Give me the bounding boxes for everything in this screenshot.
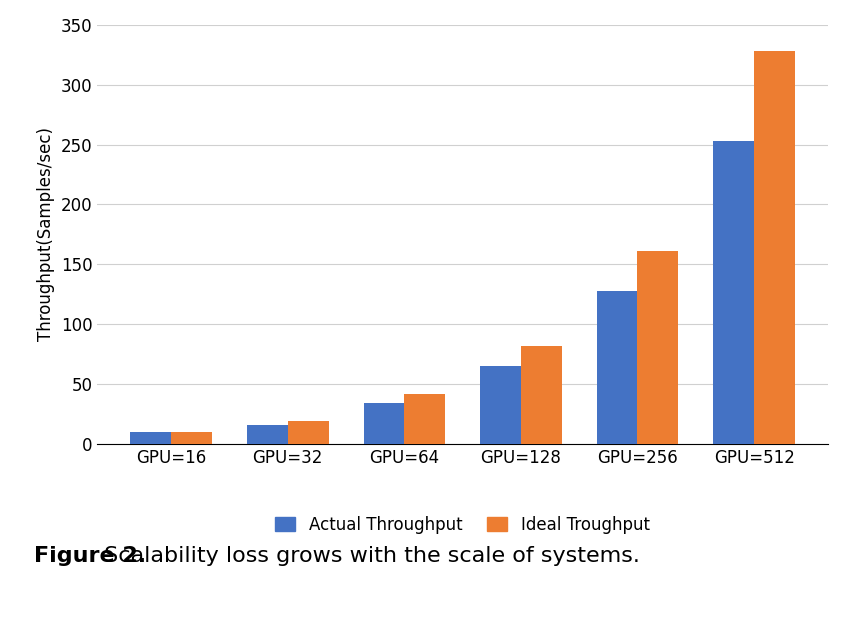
Legend: Actual Throughput, Ideal Troughput: Actual Throughput, Ideal Troughput [268,509,656,540]
Text: Scalability loss grows with the scale of systems.: Scalability loss grows with the scale of… [97,546,639,566]
Bar [404,394,445,444]
Bar [246,425,288,444]
Bar [288,421,328,444]
Bar [479,366,520,444]
Bar [753,51,794,444]
Bar [712,141,753,444]
Bar [596,291,636,444]
Bar [520,346,561,444]
Bar [636,251,678,444]
Y-axis label: Throughput(Samples/sec): Throughput(Samples/sec) [37,128,55,341]
Bar [171,433,212,444]
Text: Figure 2.: Figure 2. [34,546,146,566]
Bar [363,404,404,444]
Bar [130,433,171,444]
